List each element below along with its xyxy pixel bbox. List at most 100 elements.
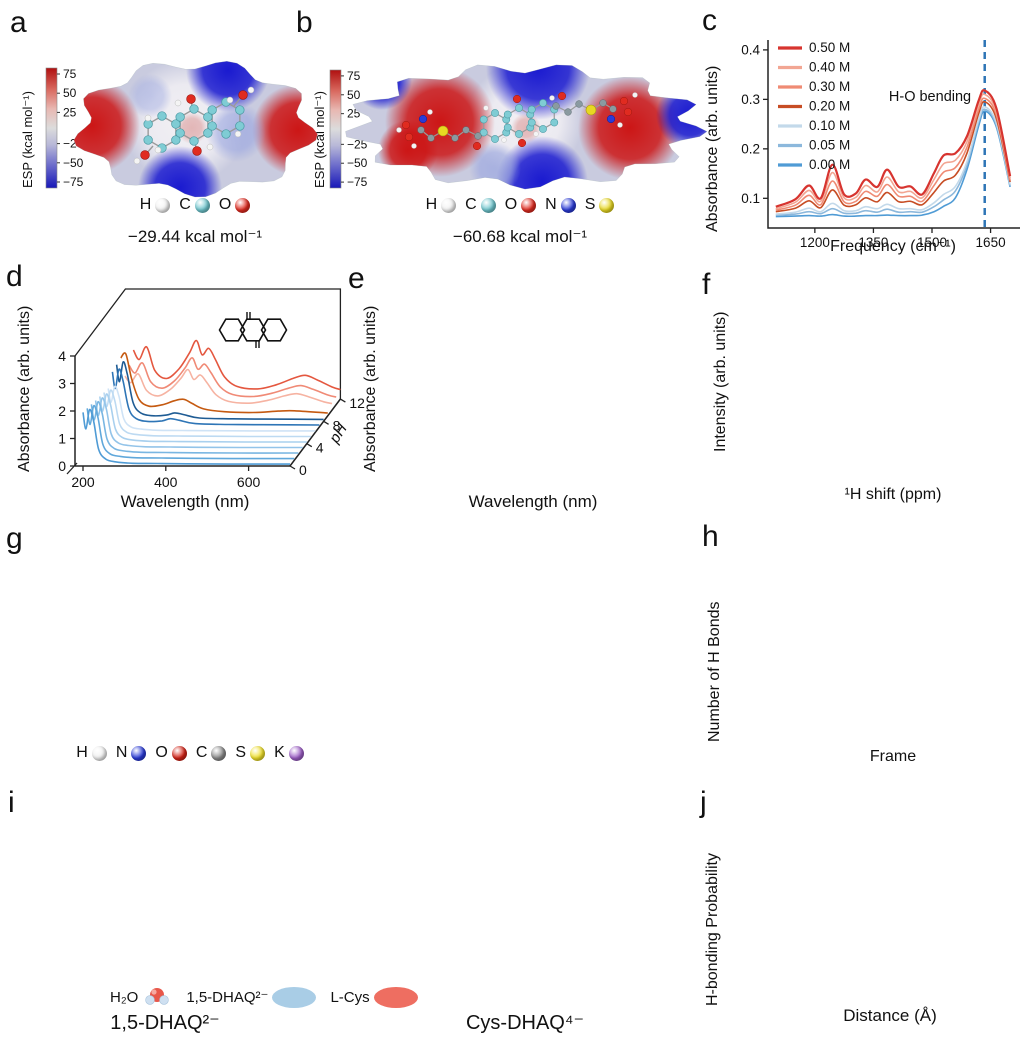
ellipse-icon [272, 986, 317, 1008]
atom-sphere-icon [91, 745, 107, 761]
panel-label-d: d [6, 260, 23, 293]
panel-label-f: f [702, 268, 711, 301]
water-molecule-icon [145, 988, 170, 1005]
legend-item-H: H [76, 744, 107, 762]
legend-item-H: H [140, 196, 171, 214]
atom-symbol: O [218, 196, 232, 213]
panel-label-a: a [10, 6, 27, 39]
ph-curve-12 [132, 339, 341, 391]
legend-item-H: H [426, 196, 457, 214]
legend-label: 0.05 M [809, 138, 850, 153]
f-xlabel: ¹H shift (ppm) [844, 486, 942, 503]
ph-curve-8 [115, 361, 324, 421]
legend-item: L-Cys [330, 986, 418, 1008]
legend-label: 0.10 M [809, 118, 850, 133]
x-tick-label: 1500 [917, 235, 947, 250]
atom-symbol: S [584, 196, 596, 213]
atom-sphere-icon [155, 197, 171, 213]
legend-item-C: C [179, 196, 210, 214]
legend-label: 0.30 M [809, 79, 850, 94]
ph-curve-6 [107, 385, 316, 432]
y-tick-label: 0.3 [741, 92, 760, 107]
legend-label: 0.20 M [809, 99, 850, 114]
i-right-label: Cys-DHAQ⁴⁻ [465, 1012, 585, 1034]
y-tick-label: 2 [58, 403, 66, 419]
j-xlabel: Distance (Å) [843, 1006, 937, 1025]
esp-surface-blob [73, 61, 318, 197]
atom-symbol: C [179, 196, 191, 213]
ellipse-icon [373, 986, 418, 1008]
ph-curve-10 [124, 368, 333, 405]
x-tick-label: 400 [154, 474, 178, 490]
panel-label-j: j [700, 786, 707, 819]
x-tick-label: 1200 [800, 235, 830, 250]
spectrum-0.30 M [775, 97, 1011, 211]
d-xlabel: Wavelength (nm) [120, 492, 250, 511]
z-tick-label: 12 [349, 395, 365, 411]
atom-symbol: H [139, 196, 152, 213]
atom-symbol: H [425, 196, 438, 213]
ph-curve-5 [103, 389, 311, 438]
legend-item-N: N [116, 744, 147, 762]
axis-break [66, 462, 78, 475]
y-tick-label: 4 [58, 348, 66, 364]
svg-text:75: 75 [63, 67, 77, 81]
y-tick-label: 0.2 [741, 141, 760, 156]
e-xlabel: Wavelength (nm) [468, 492, 598, 511]
svg-text:25: 25 [63, 105, 77, 119]
hbond-probability-chart [690, 780, 1028, 1042]
svg-text:75: 75 [347, 69, 361, 83]
atom-sphere-icon [441, 197, 457, 213]
z-tick-label: 0 [299, 462, 307, 478]
ftir-chart: 1200 1350 1500 1650 0.1 0.2 0.3 0.4 0.50 M 0.40 M… [741, 40, 1020, 250]
hbond-count-chart [690, 520, 1028, 780]
legend-item-C: C [465, 196, 496, 214]
inset-structure-dhaq [218, 312, 288, 348]
x-tick-label: 1650 [976, 235, 1006, 250]
z-tick-label: 4 [316, 440, 324, 456]
atom-symbol: O [155, 744, 168, 761]
atom-sphere-icon [235, 197, 251, 213]
legend-item: 1,5-DHAQ²⁻ [186, 986, 317, 1008]
svg-text:−50: −50 [347, 156, 368, 170]
schematic-legend-i: H₂O 1,5-DHAQ²⁻ L-Cys [110, 985, 418, 1009]
legend-label: 0.50 M [809, 40, 850, 55]
h-xlabel: Frame [869, 748, 917, 765]
legend-item-O: O [155, 744, 187, 762]
atom-symbol: K [274, 744, 285, 761]
dhaq-molecule [133, 86, 255, 165]
atom-symbol: H [76, 744, 88, 761]
y-tick-label: 3 [58, 376, 66, 392]
nmr-stack-chart [690, 260, 1028, 520]
x-tick-label: 200 [71, 474, 95, 490]
atom-sphere-icon [250, 745, 266, 761]
md-simulation-snapshot [0, 520, 690, 770]
z-tick-label: 8 [333, 417, 341, 433]
y-tick-label: 0.1 [741, 191, 760, 206]
atom-symbol: O [504, 196, 518, 213]
atom-sphere-icon [194, 197, 210, 213]
atom-symbol: C [465, 196, 477, 213]
legend-item-S: S [585, 196, 615, 214]
cys-dhaq-molecule [396, 91, 638, 151]
esp-value-b: −60.68 kcal mol⁻¹ [452, 227, 588, 246]
y-tick-label: 0.4 [741, 42, 760, 57]
atom-sphere-icon [131, 745, 147, 761]
x-tick-label: 600 [237, 474, 261, 490]
legend-label: 0.00 M [809, 157, 850, 172]
c-xlabel: Frequency (cm⁻¹) [830, 238, 956, 255]
atom-sphere-icon [211, 745, 227, 761]
svg-text:50: 50 [63, 86, 77, 100]
svg-text:−25: −25 [347, 137, 368, 151]
esp-value-a: −29.44 kcal mol⁻¹ [127, 227, 263, 246]
legend-item: H₂O [110, 985, 172, 1009]
legend-item-O: O [504, 196, 537, 214]
atom-symbol: N [545, 196, 557, 213]
